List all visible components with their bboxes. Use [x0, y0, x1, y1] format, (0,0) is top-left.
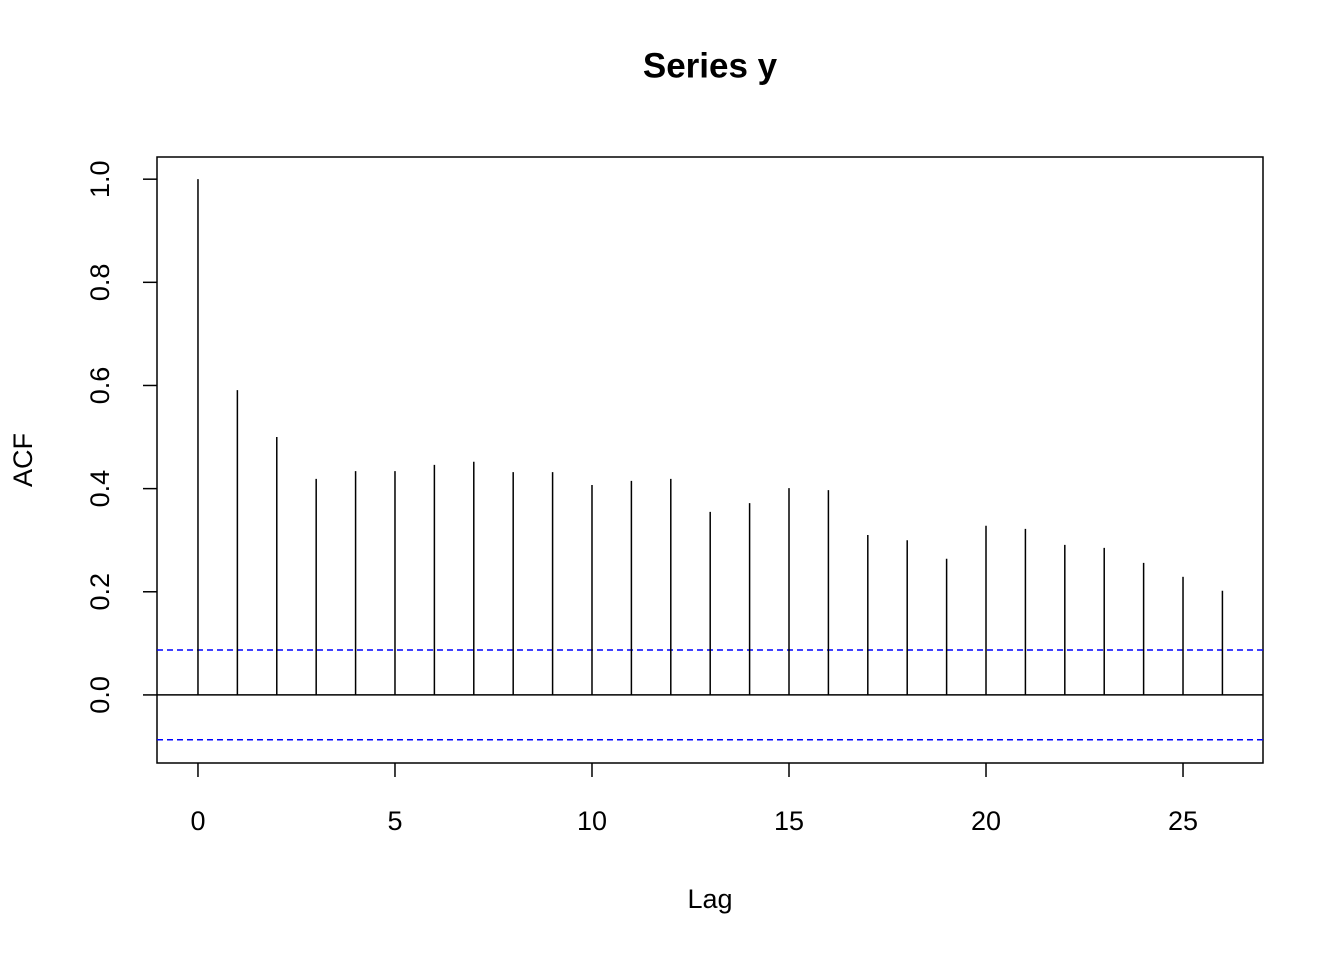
x-tick-label: 5: [387, 806, 402, 836]
y-tick-label: 0.6: [85, 367, 115, 405]
chart-title: Series y: [643, 46, 778, 85]
y-tick-label: 0.2: [85, 573, 115, 611]
x-tick-label: 20: [971, 806, 1001, 836]
y-tick-label: 0.4: [85, 470, 115, 508]
y-tick-label: 0.0: [85, 676, 115, 714]
x-tick-label: 0: [190, 806, 205, 836]
x-tick-label: 10: [577, 806, 607, 836]
x-axis-label: Lag: [687, 884, 732, 914]
y-axis-label: ACF: [8, 433, 38, 487]
plot-frame: [156, 156, 1264, 764]
y-tick-label: 0.8: [85, 264, 115, 302]
y-tick-label: 1.0: [85, 160, 115, 198]
x-tick-label: 25: [1168, 806, 1198, 836]
x-tick-label: 15: [774, 806, 804, 836]
